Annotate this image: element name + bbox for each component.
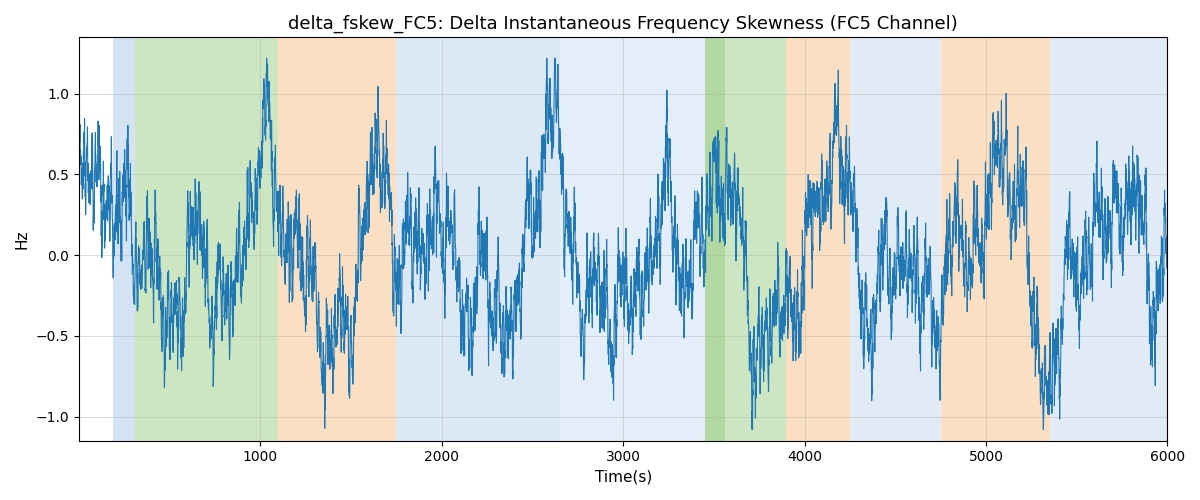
Bar bbox=[725, 38, 786, 440]
Bar bbox=[278, 38, 396, 440]
X-axis label: Time(s): Time(s) bbox=[594, 470, 652, 485]
Title: delta_fskew_FC5: Delta Instantaneous Frequency Skewness (FC5 Channel): delta_fskew_FC5: Delta Instantaneous Fre… bbox=[288, 15, 958, 34]
Bar bbox=[136, 38, 278, 440]
Bar bbox=[850, 38, 941, 440]
Bar bbox=[1050, 38, 1168, 440]
Bar bbox=[704, 38, 725, 440]
Bar bbox=[941, 38, 1050, 440]
Bar bbox=[396, 38, 559, 440]
Bar bbox=[786, 38, 850, 440]
Bar bbox=[113, 38, 136, 440]
Bar bbox=[559, 38, 704, 440]
Y-axis label: Hz: Hz bbox=[14, 230, 30, 249]
